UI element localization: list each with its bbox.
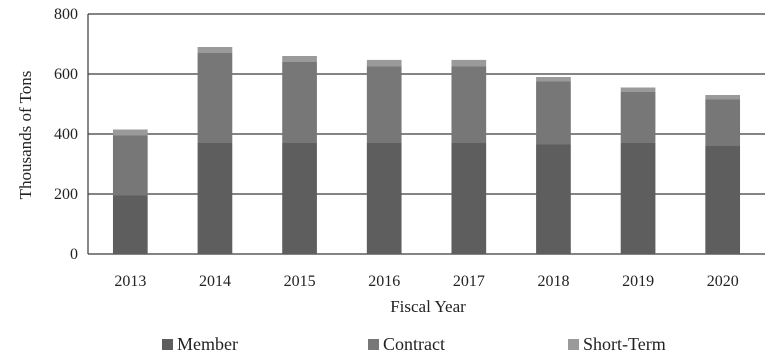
y-tick-label: 800 bbox=[54, 6, 78, 23]
bar-segment-member bbox=[282, 143, 317, 254]
y-tick-label: 400 bbox=[54, 126, 78, 143]
x-tick-label: 2020 bbox=[707, 273, 739, 290]
legend-item-short-term: Short-Term bbox=[568, 334, 666, 354]
x-tick-label: 2015 bbox=[284, 273, 316, 290]
legend-label: Contract bbox=[383, 334, 445, 354]
x-tick-label: 2018 bbox=[537, 273, 569, 290]
bar-segment-member bbox=[366, 143, 402, 254]
bar-segment-contract bbox=[366, 66, 402, 143]
legend-swatch bbox=[368, 339, 379, 350]
bar-segment-short-term bbox=[366, 59, 402, 67]
bar-segment-short-term bbox=[112, 129, 148, 136]
legend-item-contract: Contract bbox=[368, 334, 445, 354]
y-axis-title: Thousands of Tons bbox=[16, 71, 35, 200]
bar-segment-member bbox=[197, 143, 233, 254]
y-tick-label: 0 bbox=[70, 246, 78, 263]
gridlines bbox=[88, 13, 765, 255]
bar-segment-contract bbox=[536, 81, 571, 145]
y-tick-label: 200 bbox=[54, 186, 78, 203]
x-tick-label: 2019 bbox=[622, 273, 654, 290]
bars bbox=[112, 47, 741, 254]
bar-segment-member bbox=[620, 143, 656, 254]
x-tick-label: 2013 bbox=[114, 273, 146, 290]
bar-segment-contract bbox=[112, 135, 148, 196]
bar-segment-contract bbox=[705, 99, 741, 146]
bar-segment-short-term bbox=[451, 59, 487, 67]
legend-swatch bbox=[568, 339, 579, 350]
x-tick-label: 2016 bbox=[368, 273, 400, 290]
bar-segment-short-term bbox=[197, 47, 233, 53]
y-tick-label: 600 bbox=[54, 66, 78, 83]
bar-segment-short-term bbox=[705, 95, 741, 100]
bar-segment-short-term bbox=[536, 77, 571, 82]
axes: 0 200 400 600 800 2013 2014 2015 2016 2017 2018 201… bbox=[54, 6, 739, 290]
bar-segment-member bbox=[705, 146, 741, 254]
bar-segment-short-term bbox=[620, 87, 656, 92]
bar-segment-contract bbox=[451, 66, 487, 143]
legend-label: Short-Term bbox=[583, 334, 666, 354]
bar-segment-short-term bbox=[282, 56, 317, 62]
bar-segment-member bbox=[451, 143, 487, 254]
legend-swatch bbox=[162, 339, 173, 350]
bar-segment-contract bbox=[620, 92, 656, 143]
legend-item-member: Member bbox=[162, 334, 238, 354]
bar-segment-member bbox=[536, 144, 571, 254]
bar-segment-contract bbox=[282, 62, 317, 143]
legend-label: Member bbox=[177, 334, 238, 354]
legend: Member Contract Short-Term bbox=[162, 334, 666, 354]
bar-segment-contract bbox=[197, 53, 233, 143]
x-tick-label: 2014 bbox=[199, 273, 231, 290]
x-axis-title: Fiscal Year bbox=[390, 297, 466, 316]
bar-segment-member bbox=[112, 195, 148, 254]
x-tick-label: 2017 bbox=[453, 273, 485, 290]
